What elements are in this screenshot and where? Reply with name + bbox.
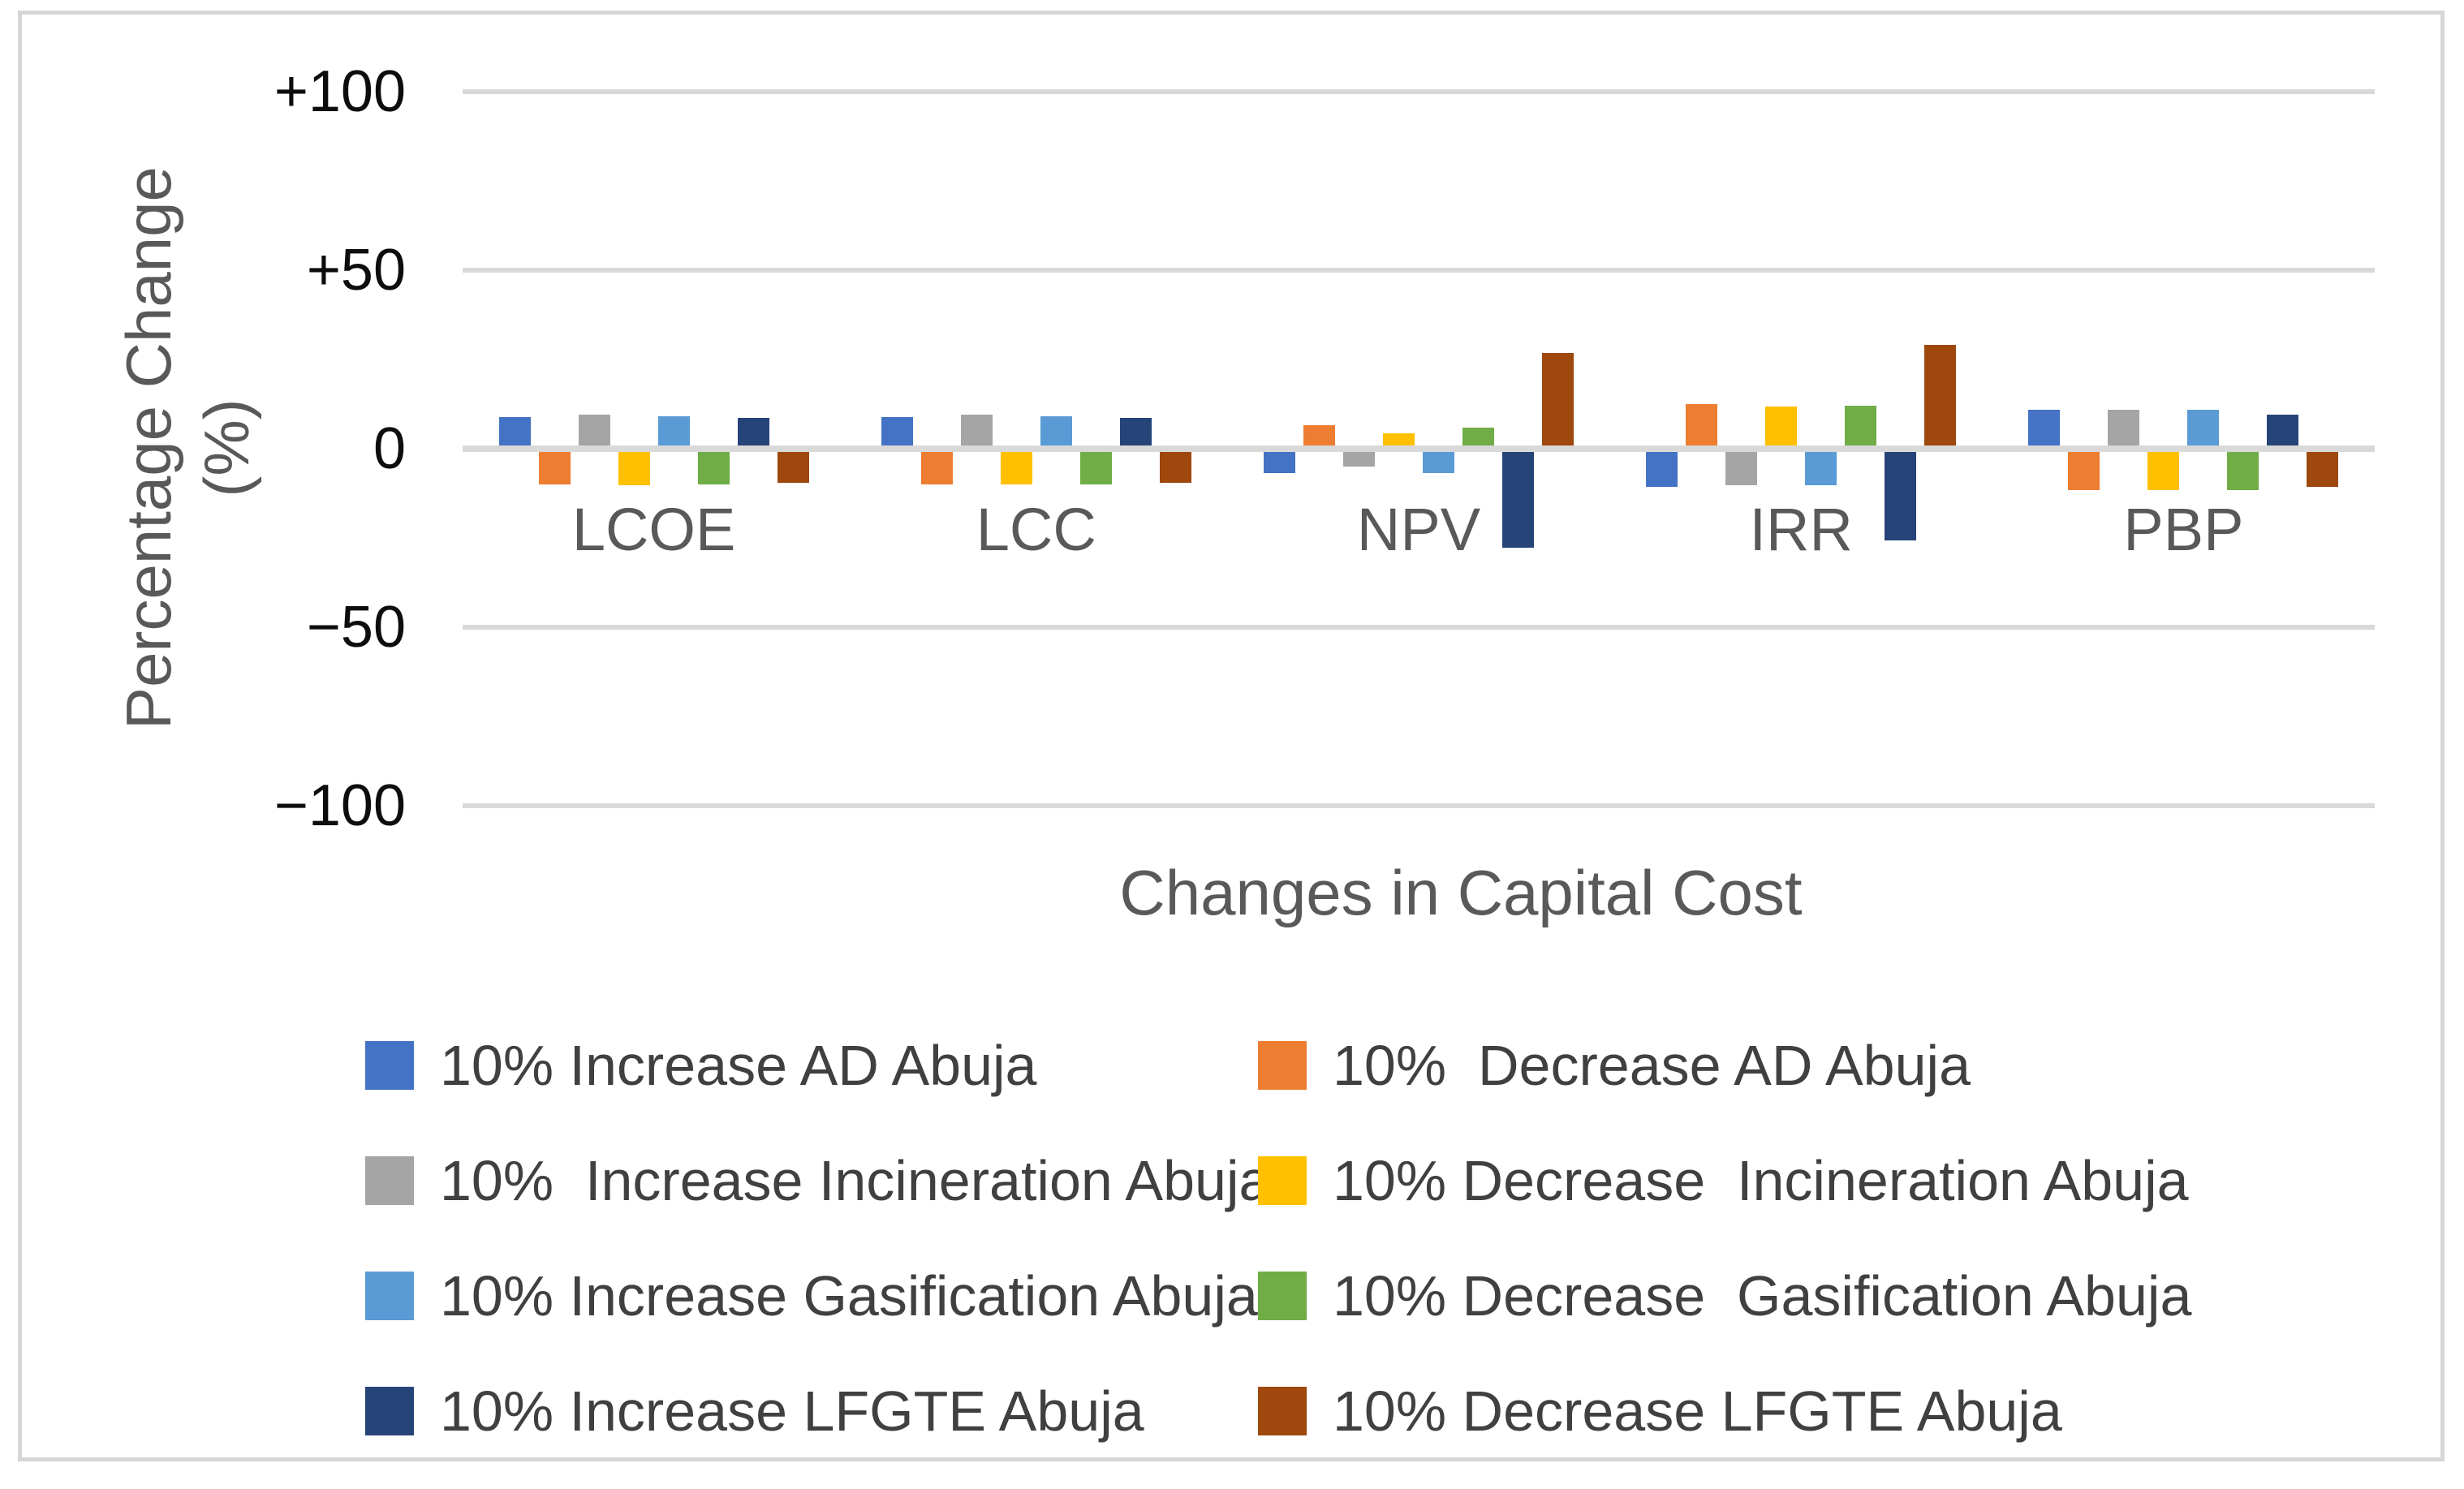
bar-pbp-series-6 (2227, 449, 2259, 490)
y-tick-label: +100 (274, 59, 406, 124)
bar-pbp-series-1 (2028, 410, 2060, 449)
bar-lcc-series-8 (1160, 449, 1191, 483)
legend-swatch-icon (1258, 1272, 1307, 1320)
bar-lcoe-series-5 (658, 416, 690, 449)
y-axis-title-line1: Percentage Change (113, 166, 184, 729)
bar-lcc-series-3 (961, 415, 993, 449)
bar-npv-series-1 (1264, 449, 1295, 473)
gridline (463, 268, 2375, 273)
legend-item-6: 10% Decrease Gasification Abuja (1258, 1238, 2191, 1353)
bar-irr-series-8 (1924, 345, 1956, 449)
bar-lcoe-series-1 (499, 417, 531, 449)
legend-item-5: 10% Increase Gasification Abuja (365, 1238, 1258, 1353)
bar-lcc-series-5 (1040, 416, 1072, 449)
x-category-label-irr: IRR (1749, 496, 1853, 563)
legend-label: 10% Decrease Incineration Abuja (1333, 1149, 2189, 1212)
legend-item-1: 10% Increase AD Abuja (365, 1008, 1258, 1123)
legend-item-3: 10% Increase Incineration Abuja (365, 1123, 1270, 1238)
bar-pbp-series-2 (2068, 449, 2100, 490)
x-axis-title: Changes in Capital Cost (1119, 857, 1803, 928)
bar-npv-series-4 (1383, 433, 1415, 449)
bar-lcoe-series-6 (698, 449, 730, 484)
legend-item-2: 10% Decrease AD Abuja (1258, 1008, 2191, 1123)
x-category-label-npv: NPV (1356, 496, 1481, 563)
bar-npv-series-5 (1423, 449, 1454, 473)
legend-swatch-icon (365, 1387, 414, 1435)
bar-pbp-series-3 (2108, 410, 2139, 449)
bar-pbp-series-7 (2267, 415, 2298, 449)
bar-lcoe-series-8 (778, 449, 809, 483)
bar-lcc-series-2 (921, 449, 953, 484)
bar-lcoe-series-3 (579, 415, 610, 449)
bar-irr-series-1 (1646, 449, 1678, 487)
bar-irr-series-7 (1885, 449, 1916, 540)
bar-lcoe-series-2 (539, 449, 571, 484)
bar-irr-series-3 (1725, 449, 1757, 485)
legend-label: 10% Decrease Gasification Abuja (1333, 1264, 2192, 1328)
legend-swatch-icon (1258, 1387, 1307, 1435)
y-tick-label: −100 (274, 773, 406, 838)
bar-pbp-series-5 (2187, 410, 2219, 449)
bar-pbp-series-4 (2147, 449, 2179, 490)
bar-lcoe-series-7 (738, 418, 769, 449)
zero-axis-line (463, 445, 2375, 452)
x-category-label-lcoe: LCOE (571, 496, 736, 563)
bar-npv-series-6 (1462, 428, 1494, 449)
gridline (463, 803, 2375, 808)
legend-label: 10% Increase Gasification Abuja (440, 1264, 1258, 1328)
bar-irr-series-4 (1765, 407, 1797, 449)
y-axis-title-line2: (%) (191, 398, 262, 497)
x-category-label-lcc: LCC (976, 496, 1096, 563)
legend-item-7: 10% Increase LFGTE Abuja (365, 1353, 1258, 1469)
legend-swatch-icon (365, 1272, 414, 1320)
bar-pbp-series-8 (2307, 449, 2338, 487)
bar-lcoe-series-4 (618, 449, 650, 485)
legend-swatch-icon (1258, 1156, 1307, 1205)
bar-irr-series-6 (1845, 406, 1876, 449)
gridline (463, 89, 2375, 94)
legend: 10% Increase AD Abuja 10% Decrease AD Abu… (365, 1008, 2191, 1469)
legend-label: 10% Increase AD Abuja (440, 1034, 1037, 1097)
gridline (463, 625, 2375, 630)
legend-swatch-icon (365, 1156, 414, 1205)
legend-label: 10% Increase LFGTE Abuja (440, 1379, 1144, 1443)
legend-item-8: 10% Decrease LFGTE Abuja (1258, 1353, 2191, 1469)
y-tick-label: +50 (306, 238, 406, 303)
bar-lcc-series-7 (1120, 418, 1152, 449)
x-category-label-pbp: PBP (2123, 496, 2244, 563)
legend-item-4: 10% Decrease Incineration Abuja (1258, 1123, 2191, 1238)
bar-npv-series-8 (1542, 353, 1574, 449)
legend-swatch-icon (365, 1041, 414, 1090)
legend-swatch-icon (1258, 1041, 1307, 1090)
bar-lcc-series-1 (881, 417, 913, 449)
legend-label: 10% Decrease AD Abuja (1333, 1034, 1971, 1097)
figure-border (18, 11, 2445, 1461)
bar-npv-series-2 (1303, 425, 1335, 449)
bar-lcc-series-6 (1080, 449, 1112, 484)
y-tick-label: −50 (306, 595, 406, 660)
legend-label: 10% Decrease LFGTE Abuja (1333, 1379, 2062, 1443)
legend-label: 10% Increase Incineration Abuja (440, 1149, 1271, 1212)
bar-npv-series-3 (1343, 449, 1375, 467)
bar-irr-series-2 (1686, 404, 1717, 449)
bar-npv-series-7 (1502, 449, 1534, 548)
y-tick-label: 0 (373, 416, 406, 481)
bar-lcc-series-4 (1001, 449, 1032, 484)
bar-irr-series-5 (1805, 449, 1837, 485)
